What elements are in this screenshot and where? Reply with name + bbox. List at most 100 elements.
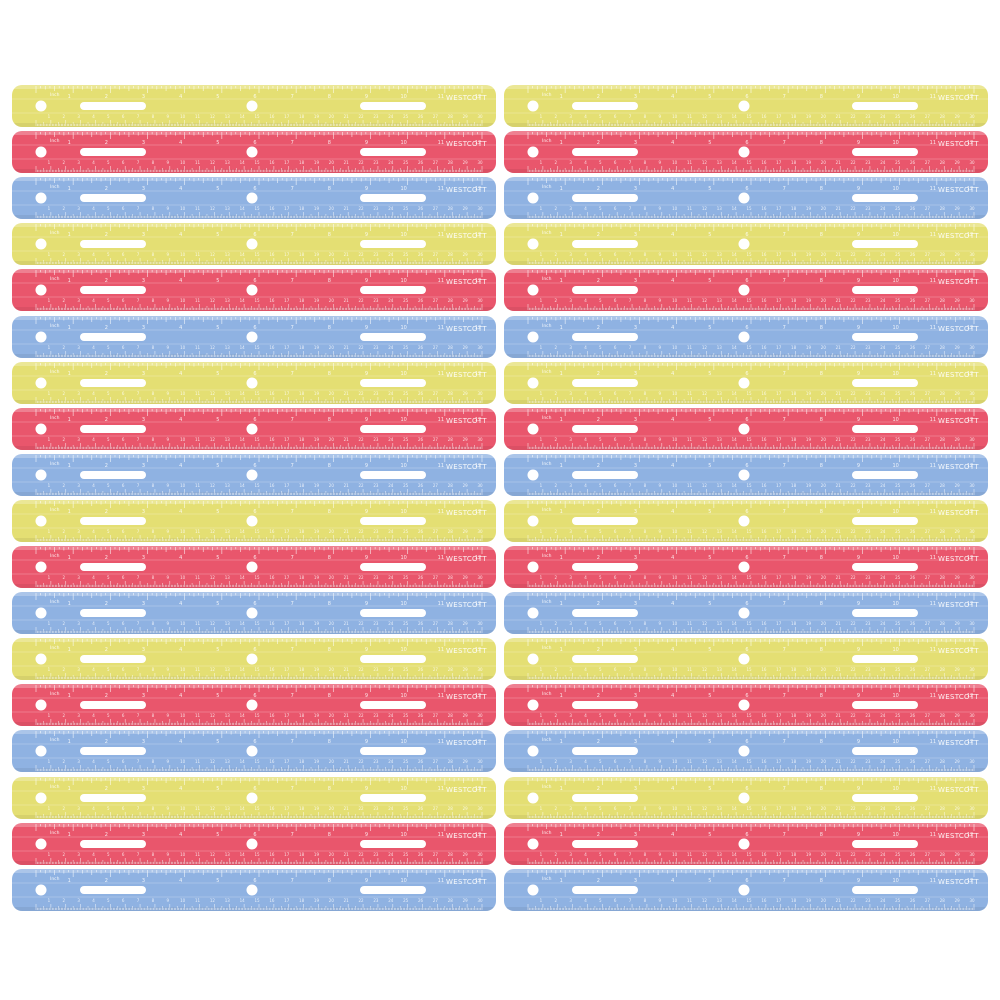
- inch-number: 6: [253, 325, 256, 331]
- cm-number: 25: [403, 114, 409, 119]
- inch-number: 6: [253, 278, 256, 284]
- binder-hole-center: [246, 469, 258, 481]
- binder-slot-left: [80, 425, 146, 433]
- inch-number: 9: [365, 140, 368, 146]
- cm-number: 20: [329, 252, 335, 257]
- ruler-graphics: 1 2 3 4 5 6 7 8 9 10 11 121 2 3 4 5 6 7 8 9 10 11 12 13 14 15 16 17…: [12, 269, 496, 311]
- cm-number: 21: [344, 160, 350, 165]
- cm-number: 10: [180, 160, 186, 165]
- inch-number: 12: [475, 509, 481, 515]
- cm-number: 17: [284, 575, 290, 580]
- cm-number: 23: [373, 483, 379, 488]
- cm-number: 4: [92, 252, 95, 257]
- inch-number: 11: [438, 94, 444, 100]
- cm-number: 23: [373, 437, 379, 442]
- cm-number: 21: [344, 298, 350, 303]
- cm-number: 3: [77, 298, 80, 303]
- cm-number: 7: [137, 575, 140, 580]
- cm-number: 17: [284, 391, 290, 396]
- inch-number: 7: [291, 278, 294, 284]
- ruler-graphics: 1 2 3 4 5 6 7 8 9 10 11 121 2 3 4 5 6 7 8 9 10 11 12 13 14 15 16 17…: [12, 316, 496, 358]
- cm-number: 15: [254, 298, 260, 303]
- cm-number: 12: [210, 529, 216, 534]
- cm-number: 13: [225, 252, 231, 257]
- inch-number: 2: [105, 509, 108, 515]
- cm-number: 20: [329, 114, 335, 119]
- cm-number: 30: [477, 114, 483, 119]
- cm-number: 27: [433, 114, 439, 119]
- binder-slot-right: [360, 194, 426, 202]
- cm-number: 18: [299, 206, 305, 211]
- inch-number: 11: [438, 232, 444, 238]
- cm-number: 5: [107, 252, 110, 257]
- cm-number: 29: [463, 391, 469, 396]
- cm-number: 2: [62, 575, 65, 580]
- cm-number: 8: [152, 160, 155, 165]
- cm-number: 6: [122, 252, 125, 257]
- cm-number: 16: [269, 252, 275, 257]
- cm-number: 18: [299, 437, 305, 442]
- cm-number: 8: [152, 575, 155, 580]
- inch-number: 5: [216, 140, 219, 146]
- inch-number: 5: [216, 509, 219, 515]
- inch-number: 12: [475, 371, 481, 377]
- cm-number: 9: [167, 483, 170, 488]
- cm-number: 6: [122, 298, 125, 303]
- brand-logo: WESTCOTT: [446, 555, 487, 563]
- brand-logo: WESTCOTT: [446, 186, 487, 194]
- inch-number: 10: [400, 278, 406, 284]
- cm-number: 18: [299, 345, 305, 350]
- cm-number: 2: [62, 483, 65, 488]
- cm-number: 10: [180, 298, 186, 303]
- cm-number: 11: [195, 160, 201, 165]
- cm-number: 24: [388, 391, 394, 396]
- inch-number: 8: [328, 186, 331, 192]
- cm-number: 5: [107, 206, 110, 211]
- inch-number: 10: [400, 417, 406, 423]
- cm-number: 24: [388, 160, 394, 165]
- ruler-blue: 1 2 3 4 5 6 7 8 9 10 11 12 1 2 3 4 5 6 7 8 9 10 11 12 13 14 15 16 17…: [12, 454, 496, 496]
- cm-number: 16: [269, 575, 275, 580]
- cm-number: 27: [433, 345, 439, 350]
- cm-number: 26: [418, 298, 424, 303]
- cm-number: 27: [433, 483, 439, 488]
- ruler-yellow: 1 2 3 4 5 6 7 8 9 10 11 12 1 2 3 4 5 6 7 8 9 10 11 12 13 14 15 16 17…: [12, 362, 496, 404]
- cm-number: 5: [107, 575, 110, 580]
- cm-number: 3: [77, 206, 80, 211]
- cm-number: 1: [48, 298, 51, 303]
- binder-hole-left: [35, 561, 47, 573]
- cm-number: 12: [210, 437, 216, 442]
- cm-number: 23: [373, 575, 379, 580]
- cm-number: 13: [225, 391, 231, 396]
- inch-number: 6: [253, 94, 256, 100]
- inch-number: 10: [400, 555, 406, 561]
- cm-number: 19: [314, 252, 320, 257]
- ruler-graphics: 1 2 3 4 5 6 7 8 9 10 11 121 2 3 4 5 6 7 8 9 10 11 12 13 14 15 16 17…: [12, 500, 496, 542]
- inch-number: 9: [365, 94, 368, 100]
- inch-number: 4: [179, 325, 182, 331]
- ruler-graphics: 1 2 3 4 5 6 7 8 9 10 11 121 2 3 4 5 6 7 8 9 10 11 12 13 14 15 16 17…: [12, 546, 496, 588]
- cm-number: 22: [359, 160, 365, 165]
- cm-number: 1: [48, 114, 51, 119]
- inch-number: 10: [400, 140, 406, 146]
- cm-number: 13: [225, 437, 231, 442]
- cm-number: 10: [180, 575, 186, 580]
- cm-number: 8: [152, 437, 155, 442]
- inch-number: 10: [400, 232, 406, 238]
- inch-number: 6: [253, 186, 256, 192]
- cm-number: 1: [48, 529, 51, 534]
- inch-number: 4: [179, 278, 182, 284]
- binder-hole-center: [246, 192, 258, 204]
- cm-number: 10: [180, 252, 186, 257]
- cm-number: 22: [359, 391, 365, 396]
- cm-number: 11: [195, 437, 201, 442]
- cm-number: 10: [180, 483, 186, 488]
- ruler-red: 1 2 3 4 5 6 7 8 9 10 11 12 1 2 3 4 5 6 7 8 9 10 11 12 13 14 15 16 17…: [12, 546, 496, 588]
- cm-number: 4: [92, 345, 95, 350]
- cm-number: 14: [240, 575, 246, 580]
- inch-number: 9: [365, 371, 368, 377]
- cm-number: 25: [403, 437, 409, 442]
- binder-slot-right: [360, 286, 426, 294]
- inch-number: 3: [142, 140, 145, 146]
- inch-number: 6: [253, 509, 256, 515]
